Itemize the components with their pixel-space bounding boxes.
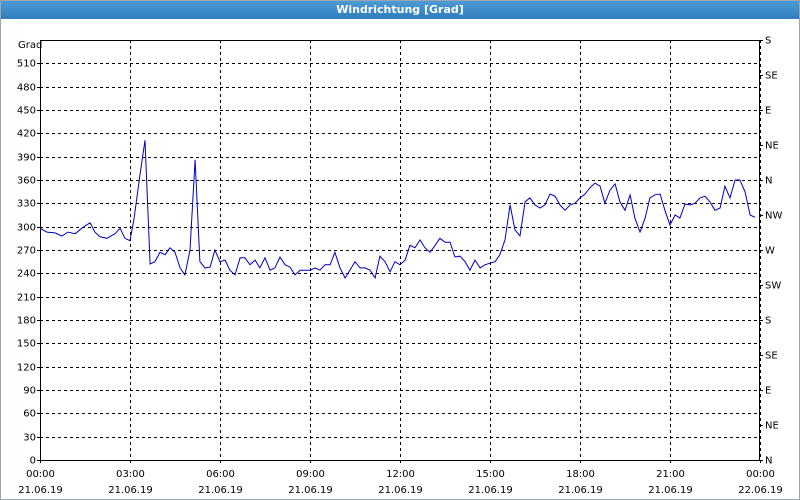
y-tick-label: 360 [17,176,36,187]
y2-tick-label: E [765,386,771,397]
x-tick-label: 03:00 [116,469,145,480]
y-tick-label: 420 [17,129,36,140]
x-tick-date: 21.06.19 [378,485,423,496]
y-tick-label: 30 [23,433,36,444]
y-tick-label: 150 [17,339,36,350]
x-tick-date: 22.06.19 [738,485,783,496]
plot-frame [40,40,760,461]
y-tick-label: 270 [17,246,36,257]
y2-tick-label: S [765,36,771,47]
x-tick-label: 06:00 [206,469,235,480]
x-tick-label: 12:00 [386,469,415,480]
x-tick-date: 21.06.19 [468,485,513,496]
x-tick-label: 00:00 [26,469,55,480]
x-tick-label: 15:00 [476,469,505,480]
y-tick-label: 480 [17,83,36,94]
y-tick-label: 180 [17,316,36,327]
y-tick-label: 90 [23,386,36,397]
y-tick-label: 60 [23,409,36,420]
x-tick-date: 21.06.19 [18,485,63,496]
y-tick-label: 0 [30,456,36,467]
y2-tick-label: E [765,106,771,117]
data-line [39,140,756,280]
y-tick-label: 120 [17,363,36,374]
y2-tick-label: N [765,176,772,187]
x-tick-date: 21.06.19 [648,485,693,496]
y2-tick-label: W [765,246,775,257]
y2-tick-label: SW [765,281,781,292]
y2-tick-label: NW [765,211,782,222]
x-tick-label: 21:00 [656,469,685,480]
y-tick-label: 240 [17,269,36,280]
y2-tick-label: SE [765,351,778,362]
y-tick-label: 300 [17,223,36,234]
chart-title: Windrichtung [Grad] [1,1,799,19]
y-tick-label: 210 [17,293,36,304]
x-tick-date: 21.06.19 [198,485,243,496]
y2-tick-label: SE [765,71,778,82]
x-tick-label: 09:00 [296,469,325,480]
x-tick-date: 21.06.19 [108,485,153,496]
y-tick-label: 330 [17,199,36,210]
y-tick-label: 390 [17,153,36,164]
x-tick-label: 18:00 [566,469,595,480]
x-tick-label: 00:00 [746,469,775,480]
y2-tick-label: NE [765,141,779,152]
x-tick-date: 21.06.19 [558,485,603,496]
x-tick-date: 21.06.19 [288,485,333,496]
y2-tick-label: N [765,456,772,467]
y-axis-label: Grad [18,40,42,51]
y-tick-label: 510 [17,59,36,70]
y2-tick-label: NE [765,421,779,432]
y2-tick-label: S [765,316,771,327]
y-tick-label: 450 [17,106,36,117]
